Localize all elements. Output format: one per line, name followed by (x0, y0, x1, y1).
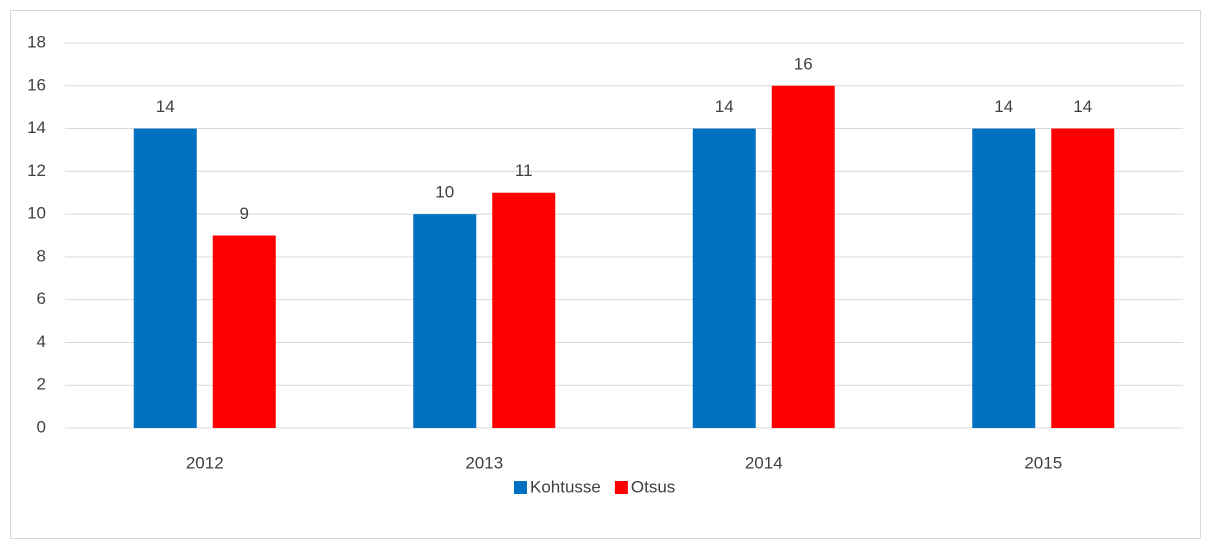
data-label: 11 (515, 161, 533, 180)
y-tick-label: 0 (37, 417, 46, 436)
data-label: 14 (715, 97, 734, 116)
x-tick-label: 2015 (1024, 453, 1062, 472)
legend-label: Otsus (631, 477, 675, 496)
data-label: 14 (156, 97, 175, 116)
y-tick-label: 10 (27, 204, 46, 223)
x-tick-label: 2013 (465, 453, 503, 472)
x-tick-label: 2012 (186, 453, 224, 472)
data-label: 10 (435, 183, 454, 202)
bar (692, 128, 756, 429)
bar (492, 192, 556, 428)
legend-swatch (514, 481, 527, 494)
y-tick-label: 6 (37, 289, 46, 308)
data-label: 14 (1073, 97, 1092, 116)
bar (133, 128, 197, 429)
data-label: 14 (994, 97, 1013, 116)
y-tick-label: 2 (37, 375, 46, 394)
x-tick-label: 2014 (745, 453, 783, 472)
bar (972, 128, 1036, 429)
y-tick-label: 14 (27, 118, 46, 137)
y-tick-label: 8 (37, 246, 46, 265)
y-tick-label: 18 (27, 32, 46, 51)
y-tick-label: 16 (27, 75, 46, 94)
bar (413, 214, 477, 428)
legend-label: Kohtusse (530, 477, 601, 496)
legend-swatch (614, 481, 628, 494)
data-label: 9 (240, 204, 249, 223)
bar (212, 235, 276, 428)
y-tick-label: 12 (27, 161, 46, 180)
data-label: 16 (794, 54, 813, 73)
bar (771, 85, 835, 429)
y-tick-label: 4 (37, 332, 46, 351)
bar (1051, 128, 1115, 429)
